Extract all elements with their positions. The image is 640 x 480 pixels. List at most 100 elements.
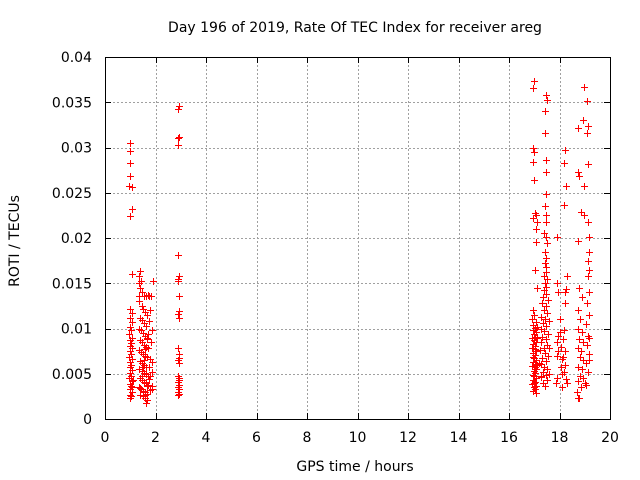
data-point	[142, 346, 149, 353]
data-point	[175, 142, 182, 149]
data-point	[544, 240, 551, 247]
data-point	[136, 273, 143, 280]
data-point	[577, 316, 584, 323]
data-point	[545, 297, 552, 304]
data-point	[149, 327, 156, 334]
data-point	[542, 203, 549, 210]
data-point	[542, 130, 549, 137]
data-point	[530, 145, 537, 152]
data-point	[126, 375, 133, 382]
data-point	[533, 212, 540, 219]
data-point	[176, 360, 183, 367]
data-point	[531, 312, 538, 319]
data-point	[143, 323, 150, 330]
data-point	[176, 308, 183, 315]
data-point	[149, 386, 156, 393]
data-point	[145, 382, 152, 389]
x-tick-label: 14	[450, 430, 468, 446]
data-point	[529, 316, 536, 323]
data-point	[127, 370, 134, 377]
data-point	[137, 268, 144, 275]
data-point	[543, 303, 550, 310]
data-point	[141, 357, 148, 364]
data-point	[557, 329, 564, 336]
data-point	[175, 311, 182, 318]
data-point	[554, 375, 561, 382]
data-point	[145, 292, 152, 299]
data-point	[533, 390, 540, 397]
data-point	[149, 359, 156, 366]
data-point	[146, 376, 153, 383]
data-point	[146, 318, 153, 325]
data-point	[578, 384, 585, 391]
data-point	[530, 215, 537, 222]
data-point	[128, 383, 135, 390]
data-point	[530, 85, 537, 92]
data-point	[543, 92, 550, 99]
data-point	[176, 391, 183, 398]
data-point	[145, 331, 152, 338]
data-point	[579, 329, 586, 336]
x-tick-label: 0	[101, 430, 110, 446]
data-point	[583, 321, 590, 328]
data-point	[583, 360, 590, 367]
data-point	[561, 202, 568, 209]
data-point	[144, 336, 151, 343]
data-point	[586, 351, 593, 358]
data-point	[562, 289, 569, 296]
data-point	[575, 378, 582, 385]
data-point	[176, 134, 183, 141]
y-tick-label: 0.025	[52, 186, 92, 202]
x-tick-label: 8	[303, 430, 312, 446]
data-point	[127, 140, 134, 147]
data-point	[575, 364, 582, 371]
data-point	[139, 303, 146, 310]
data-point	[543, 157, 550, 164]
data-point	[575, 169, 582, 176]
data-point	[561, 160, 568, 167]
data-point	[586, 312, 593, 319]
data-point	[543, 336, 550, 343]
data-point	[176, 315, 183, 322]
data-point	[544, 276, 551, 283]
data-point	[175, 392, 182, 399]
data-point	[534, 285, 541, 292]
y-tick-label: 0.03	[61, 141, 92, 157]
x-tick-label: 2	[151, 430, 160, 446]
data-point	[581, 84, 588, 91]
data-point	[144, 312, 151, 319]
data-point	[541, 328, 548, 335]
data-point	[574, 389, 581, 396]
data-point	[531, 149, 538, 156]
data-point	[562, 147, 569, 154]
y-axis-label: ROTI / TECUs	[7, 195, 23, 287]
data-point	[150, 278, 157, 285]
data-point	[175, 106, 182, 113]
data-point	[534, 335, 541, 342]
data-point	[586, 335, 593, 342]
data-point	[531, 177, 538, 184]
data-point	[562, 300, 569, 307]
data-point	[575, 125, 582, 132]
data-point	[544, 377, 551, 384]
data-point	[127, 315, 134, 322]
data-point	[580, 375, 587, 382]
data-point	[539, 334, 546, 341]
data-point	[585, 258, 592, 265]
data-point	[581, 183, 588, 190]
data-point	[531, 78, 538, 85]
data-point	[128, 340, 135, 347]
data-point	[175, 135, 182, 142]
data-point	[553, 380, 560, 387]
data-point	[580, 339, 587, 346]
data-point	[543, 255, 550, 262]
data-point	[530, 307, 537, 314]
data-point	[558, 364, 565, 371]
data-point	[576, 336, 583, 343]
data-point	[561, 369, 568, 376]
data-point	[578, 348, 585, 355]
data-point	[538, 339, 545, 346]
data-point	[130, 377, 137, 384]
data-point	[586, 267, 593, 274]
